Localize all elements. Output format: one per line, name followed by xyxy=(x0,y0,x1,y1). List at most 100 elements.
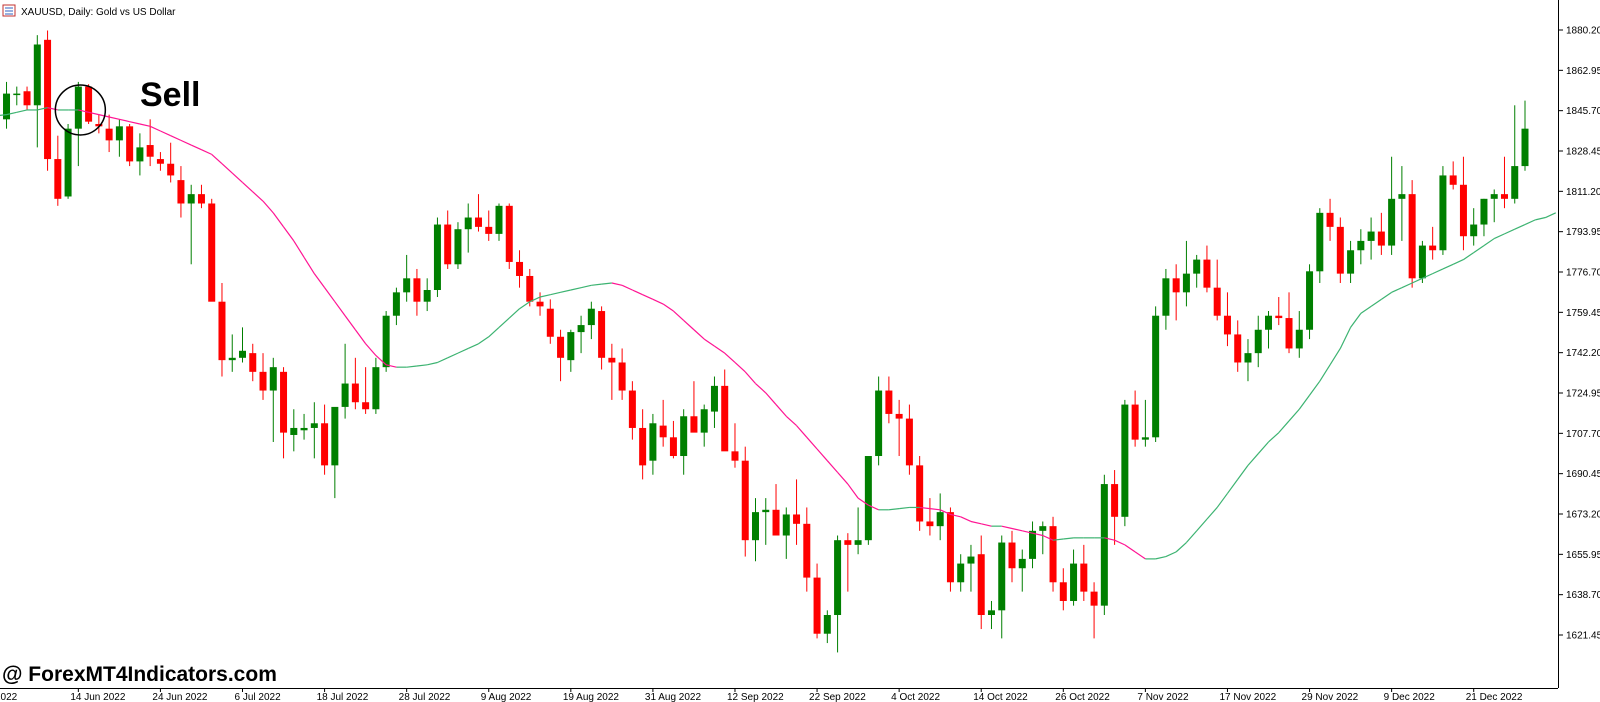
candle-body xyxy=(259,371,267,391)
candle-33 xyxy=(310,402,318,459)
ma-segment-78 xyxy=(765,392,777,405)
ma-segment-12 xyxy=(88,111,99,116)
ma-segment-111 xyxy=(1104,537,1115,541)
ma-segment-136 xyxy=(1360,305,1372,314)
candle-84 xyxy=(834,535,842,653)
ma-segment-147 xyxy=(1473,245,1485,254)
candle-61 xyxy=(598,306,606,370)
candle-133 xyxy=(1336,217,1344,283)
annotation-group: Sell xyxy=(54,76,200,136)
time-axis-background xyxy=(0,688,1600,702)
candle-body xyxy=(197,194,205,204)
ma-segment-154 xyxy=(1545,212,1557,219)
candle-28 xyxy=(259,353,267,400)
candle-body xyxy=(864,456,872,541)
candle-27 xyxy=(249,343,257,382)
candle-56 xyxy=(546,299,554,344)
ma-segment-33 xyxy=(303,256,315,274)
candle-body xyxy=(1244,353,1252,363)
candle-body xyxy=(700,409,708,433)
price-tick-label: 1638.70 xyxy=(1566,590,1600,601)
candle-37 xyxy=(351,357,359,410)
candle-31 xyxy=(290,409,298,452)
candle-body xyxy=(95,123,103,127)
ma-segment-151 xyxy=(1514,223,1526,230)
candle-body xyxy=(998,542,1006,611)
ma-segment-107 xyxy=(1063,537,1074,540)
candle-body xyxy=(495,205,503,234)
ma-segment-123 xyxy=(1226,479,1239,494)
candle-body xyxy=(1223,315,1231,335)
candle-45 xyxy=(433,217,441,298)
price-tick-label: 1724.95 xyxy=(1566,389,1600,400)
candle-53 xyxy=(516,250,524,288)
ma-segment-146 xyxy=(1463,252,1475,261)
candle-body xyxy=(249,353,257,372)
price-tick-label: 1880.20 xyxy=(1566,26,1600,37)
candle-16 xyxy=(136,133,144,176)
ma-segment-80 xyxy=(785,415,797,427)
ma-segment-148 xyxy=(1483,238,1495,247)
candle-body xyxy=(1367,231,1375,241)
ma-segment-141 xyxy=(1411,277,1423,284)
ma-segment-34 xyxy=(313,273,326,289)
ma-segment-118 xyxy=(1175,542,1187,553)
candle-103 xyxy=(1029,521,1037,569)
ma-segment-153 xyxy=(1535,216,1546,221)
candle-body xyxy=(146,145,154,157)
ma-segment-58 xyxy=(560,289,571,293)
candle-38 xyxy=(362,367,370,414)
candle-body xyxy=(187,194,195,204)
candle-149 xyxy=(1500,156,1508,209)
price-axis[interactable]: 1621.45 1638.70 1655.95 1673.20 1690.45 1707.… xyxy=(1558,26,1600,642)
time-axis[interactable]: 2 Jun 2022 14 Jun 2022 24 Jun 2022 6 Jul 20… xyxy=(0,688,1523,702)
candle-body xyxy=(1357,240,1365,251)
ma-segment-22 xyxy=(190,144,202,151)
candle-70 xyxy=(690,381,698,433)
ma-segment-4 xyxy=(6,111,17,116)
candle-135 xyxy=(1357,229,1365,265)
time-tick-label: 9 Aug 2022 xyxy=(481,692,532,702)
candle-93 xyxy=(926,498,934,536)
candle-69 xyxy=(680,409,688,475)
candle-75 xyxy=(741,446,749,557)
candle-body xyxy=(536,301,544,307)
candle-151 xyxy=(1521,100,1529,171)
time-tick-label: 28 Jul 2022 xyxy=(399,692,451,702)
candle-58 xyxy=(567,329,575,372)
price-tick-label: 1845.70 xyxy=(1566,106,1600,117)
ma-segment-36 xyxy=(334,301,346,317)
candle-51 xyxy=(495,203,503,241)
time-tick-label: 14 Jun 2022 xyxy=(70,692,125,702)
candle-44 xyxy=(423,278,431,312)
candle-body xyxy=(680,416,688,457)
candle-body xyxy=(33,44,41,106)
candle-body xyxy=(156,159,164,164)
ma-segment-29 xyxy=(262,200,274,214)
price-tick-label: 1655.95 xyxy=(1566,550,1600,561)
ma-segment-48 xyxy=(457,347,469,354)
watermark-text: @ ForexMT4Indicators.com xyxy=(2,663,277,686)
candle-body xyxy=(105,128,113,141)
ma-segment-35 xyxy=(324,287,336,303)
candle-body xyxy=(782,514,790,536)
candle-body xyxy=(228,357,236,361)
candle-body xyxy=(321,423,329,466)
candle-body xyxy=(1470,224,1478,237)
candle-147 xyxy=(1480,198,1488,237)
ma-segment-66 xyxy=(642,294,654,300)
ma-segment-25 xyxy=(221,163,233,174)
candle-17 xyxy=(146,119,154,167)
candle-95 xyxy=(946,507,954,592)
ma-segment-84 xyxy=(826,460,839,473)
candle-83 xyxy=(823,610,831,644)
candle-62 xyxy=(608,343,616,400)
ma-segment-122 xyxy=(1216,493,1228,508)
ma-segment-113 xyxy=(1124,544,1136,553)
candle-body xyxy=(885,390,893,414)
candle-body xyxy=(136,147,144,162)
ma-segment-79 xyxy=(775,404,787,417)
time-tick-label: 12 Sep 2022 xyxy=(727,692,784,702)
ma-segment-152 xyxy=(1524,219,1536,226)
